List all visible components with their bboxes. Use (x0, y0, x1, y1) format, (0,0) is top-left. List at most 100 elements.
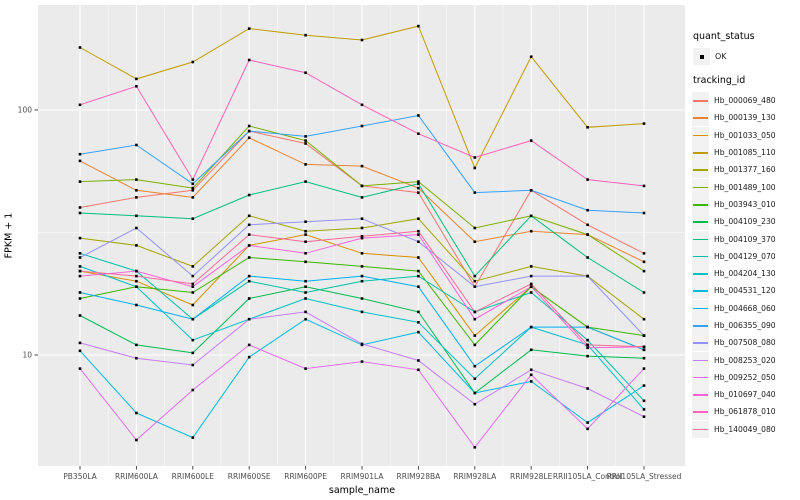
data-point (360, 274, 364, 278)
data-point (642, 184, 646, 188)
data-point (529, 291, 533, 294)
line-swatch (693, 100, 708, 102)
data-point (135, 269, 138, 273)
x-tick-label: RRIM901LA (341, 472, 385, 481)
legend-item-label: Hb_004204_130 (714, 269, 776, 279)
data-point (247, 355, 251, 359)
legend-item-label: Hb_000069_480 (714, 96, 776, 106)
data-point (473, 377, 477, 380)
data-point (642, 345, 646, 349)
data-point (360, 38, 364, 42)
legend-item-Hb_140049_080: Hb_140049_080 (692, 420, 776, 438)
legend-item-label: Hb_010697_040 (714, 390, 776, 400)
data-point (360, 279, 364, 283)
data-point (304, 297, 307, 300)
data-point (304, 240, 307, 243)
data-point (304, 220, 307, 223)
legend-item-Hb_004109_370: Hb_004109_370 (692, 230, 776, 248)
data-point (586, 421, 589, 424)
data-point (304, 310, 307, 314)
data-point (135, 226, 138, 230)
data-point (135, 438, 138, 442)
data-point (642, 348, 646, 352)
data-point (642, 399, 646, 403)
data-point (360, 164, 364, 168)
data-point (304, 279, 307, 283)
data-point (191, 217, 195, 220)
legend-item-Hb_001489_100: Hb_001489_100 (692, 178, 776, 196)
data-point (191, 317, 195, 321)
data-point (586, 233, 589, 236)
data-point (586, 427, 589, 431)
x-axis-title: sample_name (328, 485, 396, 496)
legend-item-label: Hb_001085_110 (714, 148, 776, 158)
data-point (417, 191, 420, 194)
data-point (473, 402, 477, 406)
legend-item-Hb_007508_080: Hb_007508_080 (692, 334, 776, 352)
data-point (360, 103, 364, 107)
x-tick-label: RRII105LA_Control (553, 472, 623, 481)
legend-quant-status-title: quant_status (693, 31, 755, 42)
y-axis-title: FPKM + 1 (3, 212, 15, 259)
line-swatch (693, 134, 708, 137)
data-point (642, 122, 646, 125)
data-point (304, 252, 307, 255)
color-key-swatch (692, 334, 709, 352)
data-point (247, 27, 251, 30)
data-point (304, 229, 307, 233)
color-key-swatch (692, 368, 709, 386)
data-point (417, 132, 420, 135)
data-point (191, 178, 195, 181)
data-point (135, 178, 138, 181)
data-point (78, 256, 82, 259)
line-swatch (693, 169, 708, 171)
data-point (417, 180, 420, 183)
data-point (586, 208, 589, 212)
data-point (642, 408, 646, 411)
data-point (360, 360, 364, 363)
data-point (417, 321, 420, 324)
data-point (529, 265, 533, 268)
data-point (135, 285, 138, 288)
data-point (191, 436, 195, 439)
data-point (78, 341, 82, 345)
data-point (586, 354, 589, 358)
data-point (78, 252, 82, 255)
data-point (78, 274, 82, 278)
legend-item-label: Hb_008253_020 (714, 355, 776, 365)
color-key-swatch (692, 317, 709, 334)
data-point (247, 256, 251, 259)
data-point (473, 240, 477, 243)
data-point (417, 186, 420, 190)
data-point (191, 265, 195, 268)
data-point (473, 274, 477, 278)
data-point (247, 136, 251, 140)
data-point (417, 182, 420, 186)
data-point (247, 193, 251, 197)
legend-item-label: Hb_061878_010 (714, 407, 776, 417)
data-point (135, 356, 138, 360)
legend-item-label: Hb_001489_100 (714, 182, 776, 192)
legend-item-ok-label: OK (715, 52, 727, 61)
data-point (247, 244, 251, 247)
legend-item-label: Hb_004129_070 (714, 251, 776, 261)
data-point (360, 217, 364, 220)
data-point (417, 233, 420, 236)
legend-tracking-id-title: tracking_id (693, 75, 746, 86)
data-point (529, 282, 533, 286)
legend-item-label: Hb_003943_010 (714, 199, 776, 209)
legend-item-Hb_061878_010: Hb_061878_010 (692, 403, 776, 421)
data-point (304, 71, 307, 74)
data-point (247, 297, 251, 300)
data-point (304, 233, 307, 236)
data-point (529, 189, 533, 192)
data-point (586, 346, 589, 350)
x-tick-label: RRIM600LE (172, 472, 215, 481)
legend-item-Hb_009252_050: Hb_009252_050 (692, 368, 776, 386)
color-key-swatch (692, 299, 709, 317)
data-point (78, 291, 82, 294)
x-tick-label: RRII105LA_Stressed (607, 472, 682, 481)
data-point (473, 446, 477, 449)
data-point (642, 269, 646, 273)
data-point (529, 229, 533, 233)
